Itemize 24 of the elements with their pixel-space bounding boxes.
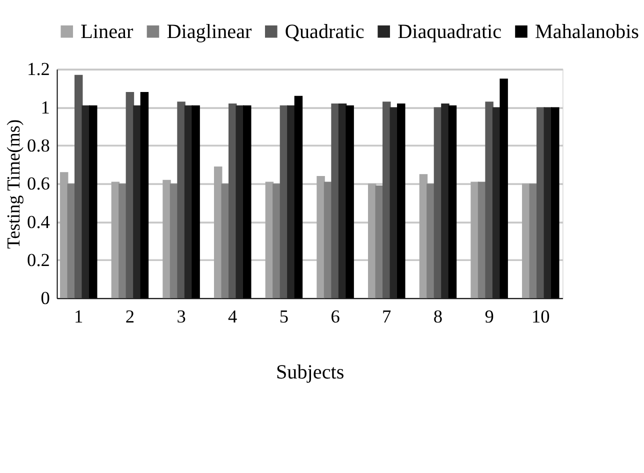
x-tick-label: 4 xyxy=(228,306,238,326)
y-tick-label: 0 xyxy=(40,288,50,308)
y-tick-label: 0.2 xyxy=(27,250,50,270)
y-axis-title: Testing Time(ms) xyxy=(4,119,24,249)
x-tick-label: 3 xyxy=(176,306,186,326)
legend-label: Diaquadratic xyxy=(398,20,502,43)
x-tick-label: 9 xyxy=(484,306,494,326)
x-tick-label: 1 xyxy=(74,306,84,326)
x-axis-title: Subjects xyxy=(276,361,344,384)
y-tick-label: 0.6 xyxy=(27,174,50,194)
y-tick-label: 0.8 xyxy=(27,135,50,156)
x-tick-label: 7 xyxy=(382,306,392,326)
x-tick-label: 10 xyxy=(531,306,550,326)
legend-label: Quadratic xyxy=(284,20,364,43)
y-tick-label: 0.4 xyxy=(27,212,50,232)
y-tick-label: 1 xyxy=(40,97,50,118)
y-tick-label: 1.2 xyxy=(27,59,50,80)
legend-label: Mahalanobis xyxy=(534,20,640,43)
x-tick-label: 2 xyxy=(125,306,135,326)
x-tick-label: 6 xyxy=(330,306,340,326)
x-tick-label: 8 xyxy=(433,306,443,326)
legend-label: Linear xyxy=(80,20,134,43)
x-tick-label: 5 xyxy=(279,306,289,326)
legend-label: Diaglinear xyxy=(166,20,252,43)
